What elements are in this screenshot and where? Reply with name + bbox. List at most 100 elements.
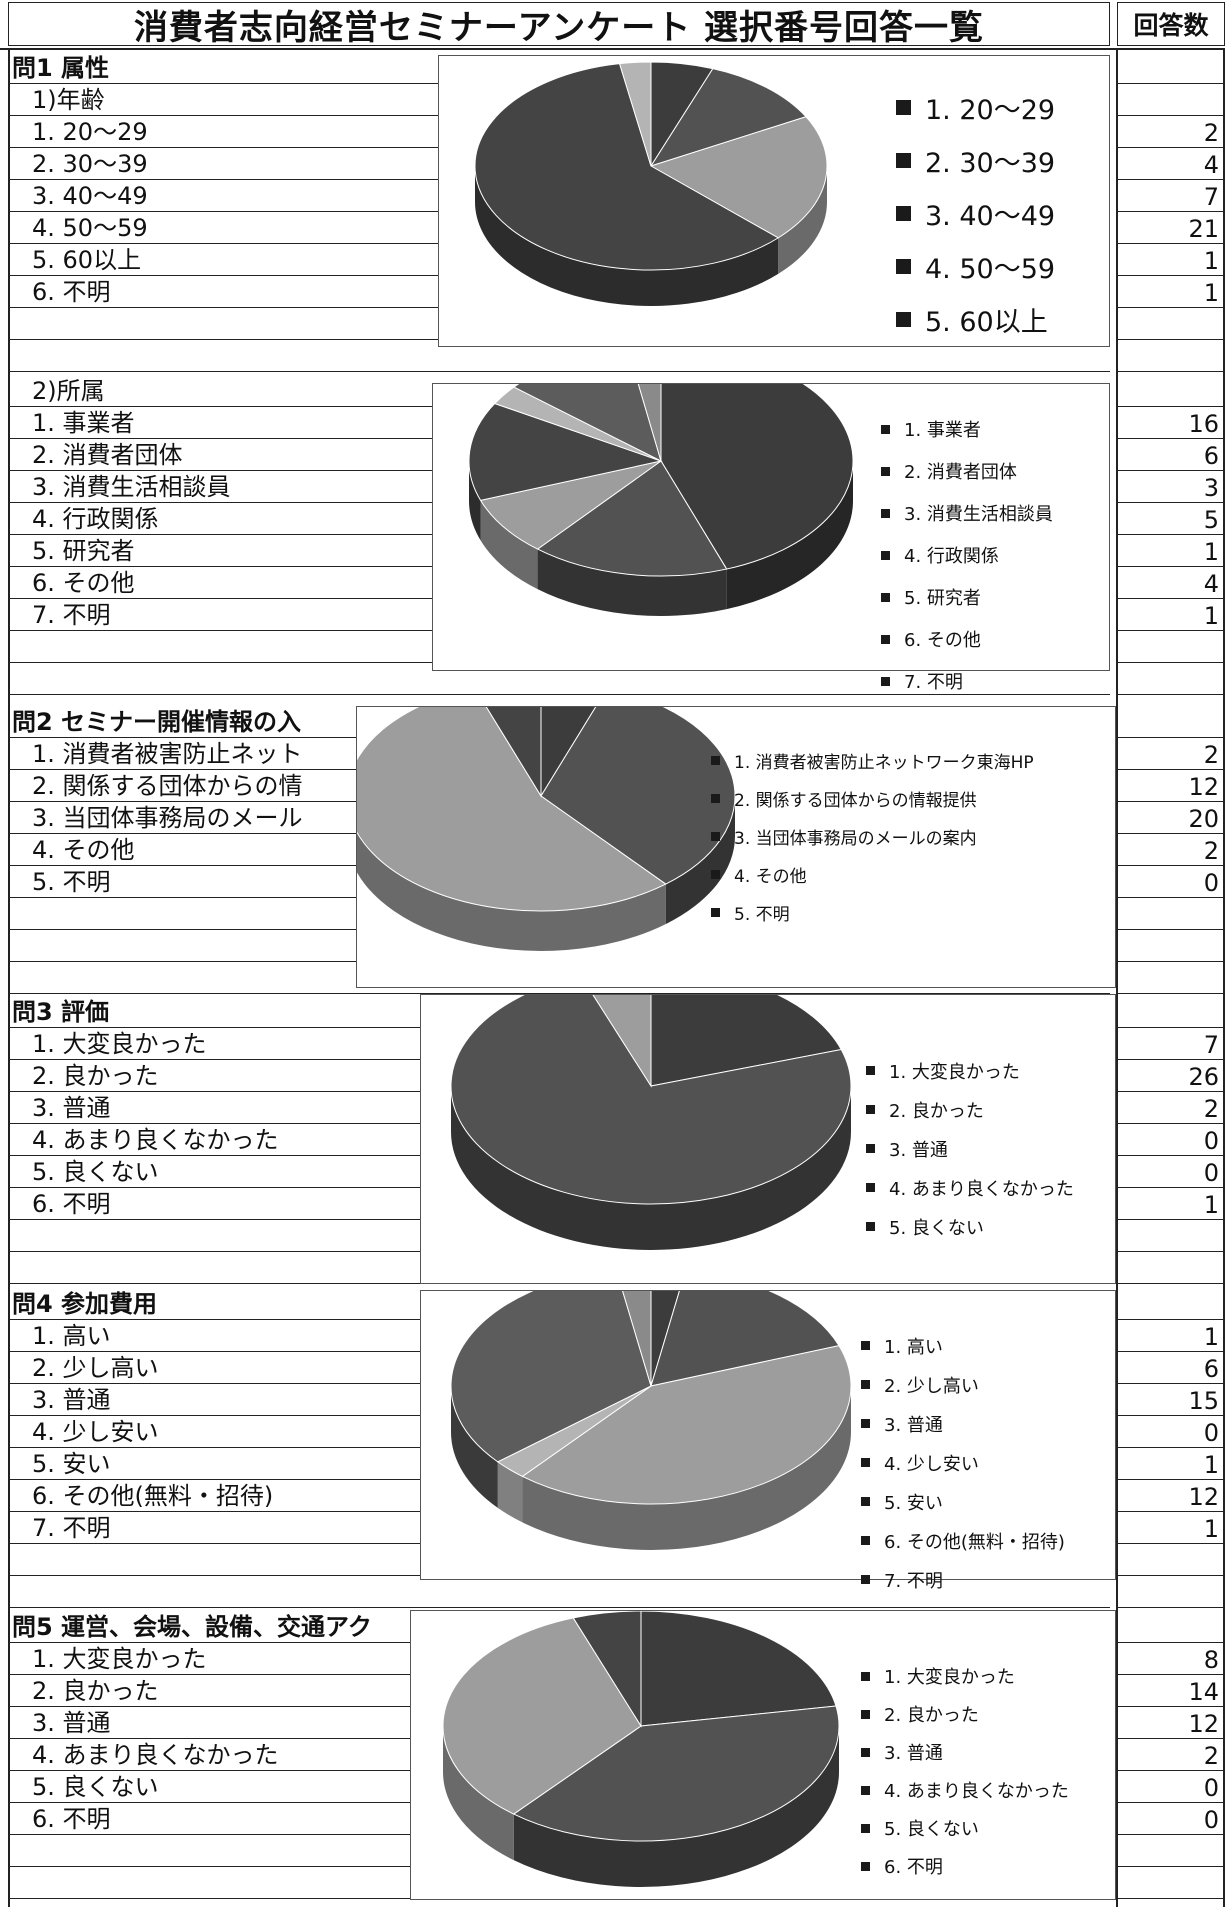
legend-swatch [881,466,890,476]
answer-count: 3 [1117,471,1225,503]
legend-item: 7. 不明 [881,660,1053,702]
pie-chart-svg [474,61,828,306]
pie-slice [521,1345,852,1505]
chart-legend: 1. 20～29 2. 30～39 3. 40～49 4. 50～59 5. 60以上 [896,81,1055,346]
pie-slice [474,63,780,271]
answer-count [1117,930,1225,962]
answer-count: 2 [1117,1739,1225,1771]
legend-label: 3. 普通 [889,1139,948,1161]
legend-swatch [881,676,890,686]
answer-count: 4 [1117,148,1225,180]
legend-label: 2. 関係する団体からの情報提供 [734,790,977,811]
legend-swatch [896,153,911,168]
legend-item: 4. その他 [711,855,1034,893]
legend-label: 3. 消費生活相談員 [904,504,1053,525]
pie-slice [357,707,667,912]
answer-count: 15 [1117,1384,1225,1416]
pie-slice-side [497,1461,523,1523]
pie-slice [479,460,662,550]
legend-swatch [896,312,911,327]
legend-item: 4. 50～59 [896,240,1055,293]
legend-swatch [861,1380,870,1389]
pie-slice [468,402,663,501]
legend-label: 3. 40～49 [925,201,1056,232]
legend-item: 6. 不明 [861,1847,1069,1885]
pie-slice-side [665,796,735,925]
legend-label: 2. 消費者団体 [904,462,1017,483]
legend-swatch [711,869,720,879]
answer-count: 1 [1117,276,1225,308]
legend-item: 5. 研究者 [881,576,1053,618]
answer-count: 16 [1117,407,1225,439]
answer-count: 7 [1117,180,1225,212]
legend-label: 5. 良くない [884,1819,979,1840]
chart-legend: 1. 消費者被害防止ネットワーク東海HP 2. 関係する団体からの情報提供 3. 当… [711,741,1034,931]
legend-swatch [896,100,911,115]
legend-swatch [881,424,890,434]
pie-slice-side [443,1726,514,1861]
answer-count [1117,631,1225,663]
legend-swatch [861,1823,870,1833]
legend-swatch [861,1536,870,1545]
answer-count: 12 [1117,770,1225,802]
legend-label: 2. 30～39 [925,148,1056,179]
legend-label: 6. その他(無料・招待) [884,1531,1065,1553]
legend-swatch [861,1575,870,1584]
pie-slice-side [480,500,538,590]
answer-count: 20 [1117,802,1225,834]
pie-slice-side [475,166,779,306]
legend-item: 2. 良かった [861,1695,1069,1733]
pie-slice-side [451,1086,851,1250]
legend-label: 4. あまり良くなかった [889,1178,1074,1200]
legend-swatch [866,1144,875,1153]
pie-chart-svg [442,1611,840,1887]
legend-item: 5. 60以上 [896,293,1055,346]
pie-chart-svg [357,707,736,951]
legend-label: 1. 20～29 [925,95,1056,126]
answer-count: 14 [1117,1675,1225,1707]
row-label [8,1576,1110,1608]
legend-item: 2. 関係する団体からの情報提供 [711,779,1034,817]
legend-swatch [866,1066,875,1075]
answer-count: 2 [1117,116,1225,148]
legend-item: 6. その他(無料・招待) [861,1521,1065,1560]
legend-swatch [861,1419,870,1428]
answer-count [1117,962,1225,994]
answer-count: 12 [1117,1480,1225,1512]
answer-count: 21 [1117,212,1225,244]
answer-count: 1 [1117,1188,1225,1220]
legend-swatch [711,755,720,765]
answer-count: 8 [1117,1643,1225,1675]
pie-slice [512,384,662,462]
legend-item: 1. 20～29 [896,81,1055,134]
answer-count: 7 [1117,1028,1225,1060]
answer-count: 0 [1117,1156,1225,1188]
answer-count [1117,308,1225,340]
pie-slice [650,1291,840,1387]
answer-count: 2 [1117,834,1225,866]
pie-slice-side [778,166,827,274]
legend-item: 1. 高い [861,1326,1065,1365]
legend-label: 6. 不明 [884,1857,943,1878]
legend-item: 3. 普通 [866,1129,1074,1168]
answer-count [1117,663,1225,695]
answer-count [1117,1220,1225,1252]
legend-item: 1. 大変良かった [861,1657,1069,1695]
legend-swatch [896,259,911,274]
pie-slice-side [357,832,666,951]
legend-label: 3. 普通 [884,1743,943,1764]
legend-swatch [861,1497,870,1506]
legend-label: 4. 行政関係 [904,546,999,567]
answer-count: 1 [1117,244,1225,276]
pie-slice [649,116,828,239]
answer-count: 1 [1117,1448,1225,1480]
row-label [8,663,1110,695]
legend-item: 5. 良くない [866,1207,1074,1246]
legend-label: 4. あまり良くなかった [884,1781,1069,1802]
answer-count [1117,52,1225,84]
answer-count: 26 [1117,1060,1225,1092]
chart-legend: 1. 大変良かった 2. 良かった 3. 普通 4. あまり良くなかった 5. 良くない [866,1051,1074,1246]
answer-count: 0 [1117,1771,1225,1803]
pie-chart: 1. 大変良かった 2. 良かった 3. 普通 4. あまり良くなかった 5. 良くない [420,994,1116,1284]
